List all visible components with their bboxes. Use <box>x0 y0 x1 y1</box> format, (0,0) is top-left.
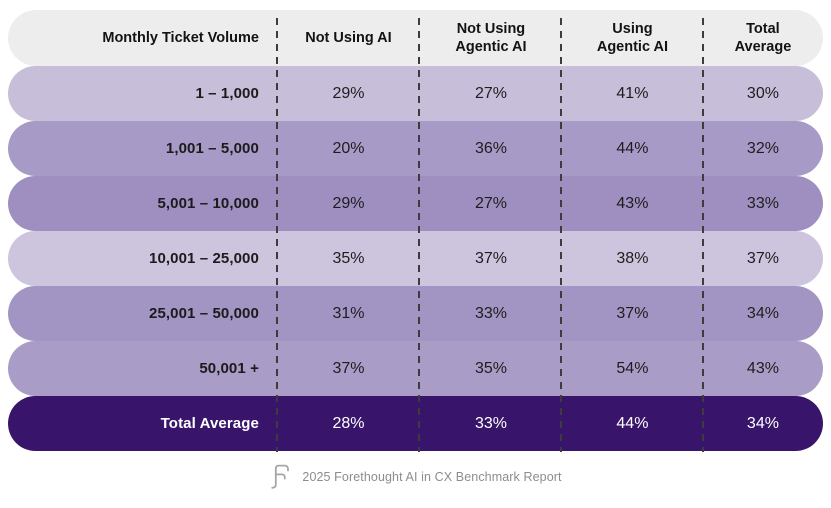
table-row-1-1000: 1 – 1,000 29% 27% 41% 30% <box>8 66 823 121</box>
benchmark-table: Monthly Ticket Volume Not Using AI Not U… <box>8 10 823 452</box>
cell-value: 37% <box>616 304 649 322</box>
cell-value: 35% <box>474 359 507 377</box>
header-total-average: Total Average <box>734 20 792 55</box>
table-row-25001-50000: 25,001 – 50,000 31% 33% 37% 34% <box>8 286 823 341</box>
cell-value: 36% <box>474 139 507 157</box>
cell-value: 43% <box>746 359 779 377</box>
row-label: 5,001 – 10,000 <box>157 195 259 212</box>
cell-value: 27% <box>474 194 507 212</box>
source-caption: 2025 Forethought AI in CX Benchmark Repo… <box>0 460 831 494</box>
table-row-total-average: Total Average 28% 33% 44% 34% <box>8 396 823 451</box>
forethought-logo-icon <box>271 464 290 489</box>
cell-value: 41% <box>616 84 649 102</box>
row-label: 25,001 – 50,000 <box>149 305 259 322</box>
cell-value: 33% <box>746 194 779 212</box>
header-not-using-agentic-ai: Not Using Agentic AI <box>455 20 527 55</box>
cell-value: 43% <box>616 194 649 212</box>
cell-value: 38% <box>616 249 649 267</box>
header-using-agentic-ai: Using Agentic AI <box>596 20 669 55</box>
row-label: 50,001 + <box>199 360 259 377</box>
table-row-1001-5000: 1,001 – 5,000 20% 36% 44% 32% <box>8 121 823 176</box>
cell-value: 44% <box>616 414 649 432</box>
cell-value: 37% <box>474 249 507 267</box>
table-row-10001-25000: 10,001 – 25,000 35% 37% 38% 37% <box>8 231 823 286</box>
table-header-row: Monthly Ticket Volume Not Using AI Not U… <box>8 10 823 66</box>
cell-value: 31% <box>332 304 365 322</box>
cell-value: 34% <box>746 414 779 432</box>
cell-value: 30% <box>746 84 779 102</box>
cell-value: 37% <box>746 249 779 267</box>
cell-value: 33% <box>474 304 507 322</box>
header-not-using-ai: Not Using AI <box>305 29 392 46</box>
cell-value: 20% <box>332 139 365 157</box>
header-monthly-ticket-volume: Monthly Ticket Volume <box>102 29 259 46</box>
cell-value: 29% <box>332 194 365 212</box>
cell-value: 54% <box>616 359 649 377</box>
total-row-label: Total Average <box>160 415 259 432</box>
cell-value: 34% <box>746 304 779 322</box>
table-row-50001-plus: 50,001 + 37% 35% 54% 43% <box>8 341 823 396</box>
cell-value: 32% <box>746 139 779 157</box>
cell-value: 28% <box>332 414 365 432</box>
cell-value: 27% <box>474 84 507 102</box>
cell-value: 44% <box>616 139 649 157</box>
row-label: 1,001 – 5,000 <box>165 140 259 157</box>
cell-value: 35% <box>332 249 365 267</box>
row-label: 10,001 – 25,000 <box>149 250 259 267</box>
cell-value: 37% <box>332 359 365 377</box>
source-caption-text: 2025 Forethought AI in CX Benchmark Repo… <box>302 470 562 484</box>
cell-value: 29% <box>332 84 365 102</box>
row-label: 1 – 1,000 <box>195 85 259 102</box>
cell-value: 33% <box>474 414 507 432</box>
table-row-5001-10000: 5,001 – 10,000 29% 27% 43% 33% <box>8 176 823 231</box>
